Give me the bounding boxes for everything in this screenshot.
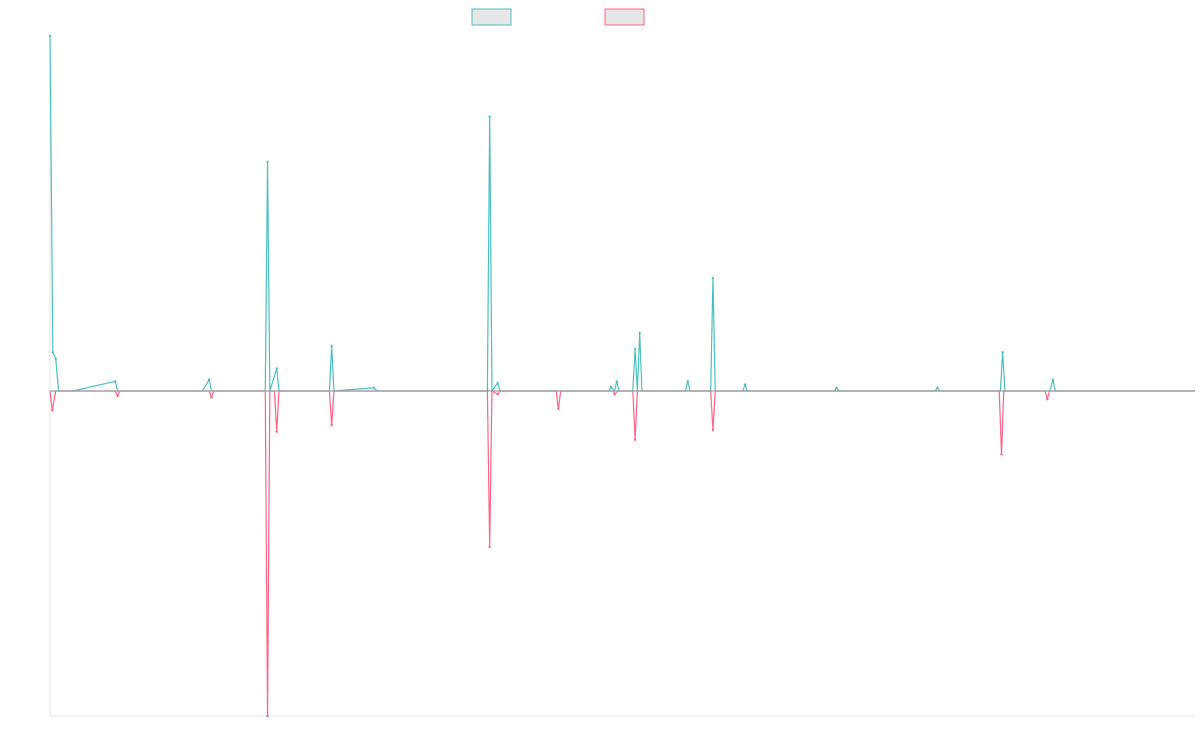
series-1-line [49, 35, 1195, 392]
series-1 [48, 34, 1195, 392]
series-2-point [1046, 397, 1049, 401]
series-2-point [116, 394, 119, 398]
series-1-point [330, 344, 333, 348]
series-1-point [711, 276, 715, 280]
series-2-point [633, 438, 637, 441]
series-1-point [743, 383, 747, 386]
series-2-point [496, 393, 499, 396]
series-1-point [1001, 351, 1004, 354]
series-1-point [609, 385, 613, 389]
series-2-line [49, 390, 1195, 717]
series-1-point [372, 386, 376, 389]
series-2-point [613, 393, 616, 396]
series-1-point [686, 380, 689, 383]
series-1-point [266, 160, 269, 164]
series-2-point [210, 396, 213, 399]
series-2-point [275, 430, 278, 433]
series-2-point [711, 428, 715, 432]
series-2-point [1000, 453, 1003, 456]
series-2 [49, 390, 1195, 718]
series-1-point [48, 34, 52, 38]
series-layer [48, 34, 1195, 718]
series-1-point [633, 347, 637, 351]
series-2-point [266, 714, 269, 718]
series-1-point [835, 386, 838, 389]
axes [49, 36, 1195, 717]
series-1-point [54, 357, 57, 360]
series-2-point [557, 407, 560, 411]
series-1-point [488, 115, 491, 118]
series-1-point [496, 381, 499, 385]
series-1-point [207, 378, 211, 381]
legend[interactable] [471, 8, 645, 26]
series-1-point [638, 331, 641, 335]
series-2-point [488, 545, 491, 549]
series-1-point [114, 380, 117, 383]
series-1-point [275, 367, 278, 370]
series-2-point [330, 423, 333, 427]
series-1-point [51, 351, 55, 354]
series-2-point [51, 409, 54, 412]
series-1-point [936, 386, 939, 389]
series-1-point [615, 380, 618, 383]
legend-swatch-series-2[interactable] [604, 8, 645, 26]
legend-swatch-series-1[interactable] [471, 8, 512, 26]
series-1-point [1051, 378, 1055, 381]
